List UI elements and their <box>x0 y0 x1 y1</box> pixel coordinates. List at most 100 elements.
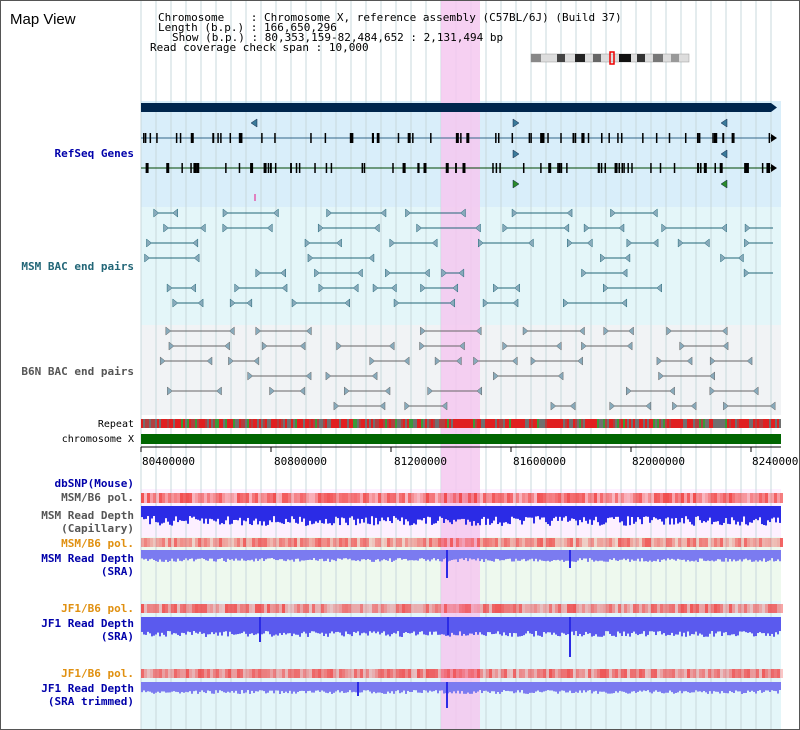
pol-cell <box>441 669 444 678</box>
repeat-block <box>453 419 455 428</box>
exon <box>583 133 585 143</box>
exon <box>631 163 633 173</box>
depth-bar <box>209 506 211 519</box>
depth-bar <box>511 506 513 517</box>
pol-cell <box>630 604 633 613</box>
depth-bar <box>451 682 453 694</box>
repeat-block <box>449 419 451 428</box>
repeat-block <box>609 419 611 428</box>
depth-bar <box>669 617 671 636</box>
depth-bar <box>301 617 303 634</box>
depth-bar <box>303 682 305 691</box>
pol-cell <box>741 669 744 678</box>
pol-cell <box>663 493 666 503</box>
depth-bar <box>583 506 585 518</box>
depth-bar <box>667 506 669 518</box>
pol-cell <box>150 493 153 503</box>
depth-bar <box>155 682 157 693</box>
pol-cell <box>399 669 402 678</box>
depth-bar <box>337 506 339 519</box>
depth-bar <box>441 550 443 562</box>
bac-end-marker <box>222 208 229 218</box>
depth-bar <box>277 682 279 691</box>
exon <box>560 163 563 173</box>
bac-end-marker <box>621 268 628 278</box>
depth-bar <box>501 682 503 692</box>
depth-bar <box>209 550 211 559</box>
depth-bar <box>519 550 521 561</box>
bac-end-marker <box>385 268 391 278</box>
pol-cell <box>615 493 618 503</box>
depth-bar <box>303 506 305 519</box>
depth-bar <box>459 550 461 559</box>
pol-cell <box>204 538 207 547</box>
repeat-block <box>717 419 719 428</box>
pol-cell <box>495 669 498 678</box>
depth-bar <box>681 550 683 560</box>
track-label-dbsnp[interactable]: dbSNP(Mouse) <box>54 477 134 490</box>
page-title: Map View <box>10 11 76 28</box>
depth-bar <box>751 550 753 562</box>
depth-bar <box>289 617 291 634</box>
repeat-block <box>599 419 601 428</box>
depth-bar <box>519 617 521 637</box>
depth-bar <box>685 506 687 517</box>
exon <box>719 163 723 173</box>
depth-bar <box>661 506 663 522</box>
depth-bar <box>163 550 165 562</box>
pol-cell <box>564 604 567 613</box>
depth-bar <box>303 617 305 632</box>
depth-bar <box>403 617 405 633</box>
depth-bar <box>635 617 637 634</box>
pol-cell <box>531 493 534 503</box>
pol-cell <box>468 538 471 547</box>
depth-bar <box>141 682 143 693</box>
depth-bar <box>311 550 313 561</box>
pol-cell <box>741 604 744 613</box>
depth-bar <box>711 550 713 561</box>
track-label-b6n-bac[interactable]: B6N BAC end pairs <box>21 365 134 378</box>
depth-bar <box>467 550 469 562</box>
repeat-block <box>741 419 743 428</box>
depth-bar <box>487 682 489 692</box>
depth-bar <box>175 506 177 517</box>
exon <box>361 163 364 173</box>
repeat-block <box>767 419 769 428</box>
depth-bar <box>713 617 715 637</box>
depth-bar <box>269 682 271 691</box>
pol-cell <box>606 669 609 678</box>
depth-bar <box>153 682 155 694</box>
repeat-block <box>507 419 509 428</box>
pol-cell <box>147 493 150 503</box>
exon <box>349 133 352 143</box>
depth-bar <box>373 550 375 562</box>
depth-bar <box>251 682 253 691</box>
pol-cell <box>336 493 339 503</box>
pol-cell <box>162 538 165 547</box>
pol-cell <box>774 669 777 678</box>
depth-spike <box>259 617 261 642</box>
depth-bar <box>711 506 713 525</box>
pol-cell <box>723 669 726 678</box>
pol-cell <box>432 538 435 547</box>
depth-bar <box>577 506 579 526</box>
depth-bar <box>713 506 715 522</box>
exon <box>560 133 562 143</box>
exon <box>371 133 374 143</box>
depth-bar <box>241 506 243 526</box>
repeat-block <box>543 419 545 428</box>
depth-bar <box>497 617 499 632</box>
repeat-block <box>637 419 639 428</box>
depth-bar <box>143 682 145 691</box>
pol-cell <box>618 538 621 547</box>
exon <box>455 133 459 143</box>
depth-bar <box>423 506 425 519</box>
depth-bar <box>555 617 557 635</box>
depth-bar <box>705 682 707 693</box>
track-label-msm-bac[interactable]: MSM BAC end pairs <box>21 260 134 273</box>
repeat-block <box>719 419 721 428</box>
depth-bar <box>433 682 435 692</box>
track-label-refseq[interactable]: RefSeq Genes <box>54 147 134 160</box>
bac-end-marker <box>769 401 776 411</box>
